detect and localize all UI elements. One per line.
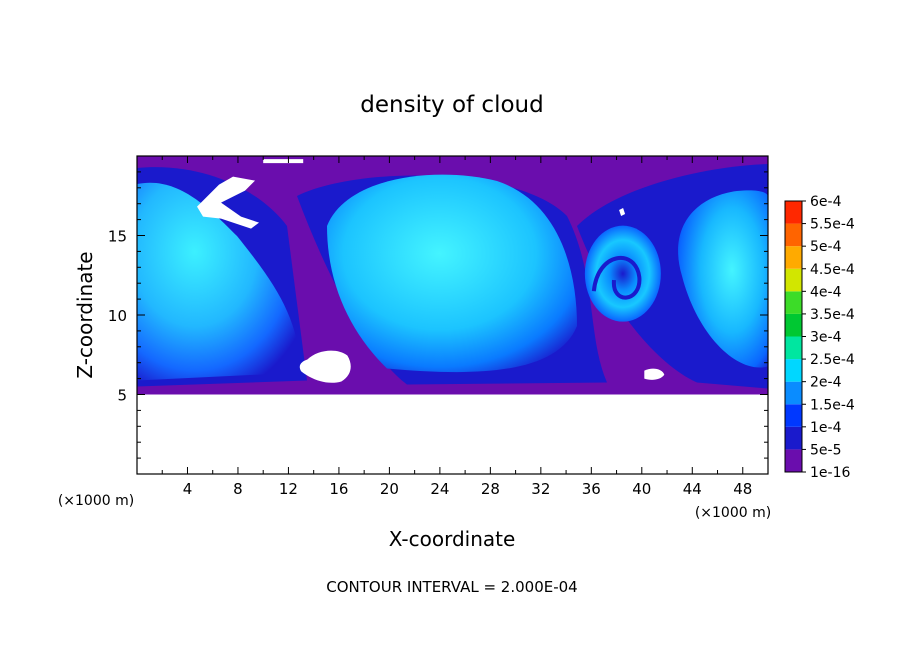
x-tick-label: 32	[531, 480, 550, 498]
clear-air-below-cloud-base	[137, 394, 768, 474]
y-tick-label: 5	[117, 387, 127, 405]
colorbar-label: 5.5e-4	[810, 217, 855, 233]
colorbar: 1e-16 5e-5 1e-4 1.5e-4 2e-4 2.5e-4 3e-4 3.5e-4 4…	[784, 194, 855, 481]
colorbar-swatch	[785, 449, 802, 472]
y-axis: 5 10 15	[108, 171, 768, 459]
colorbar-swatch	[785, 359, 802, 382]
vortex-core	[591, 255, 642, 300]
clear-air-patch	[619, 208, 626, 217]
colorbar-swatch	[785, 291, 802, 314]
clear-air-patch	[263, 159, 304, 164]
chart-title: density of cloud	[360, 92, 543, 118]
colorbar-label: 5e-5	[810, 442, 841, 458]
colorbar-swatch	[785, 313, 802, 337]
colorbar-swatch	[785, 246, 802, 269]
left-cloud-cell	[137, 182, 302, 381]
colorbar-label: 1.5e-4	[810, 397, 855, 413]
x-tick-label: 44	[683, 480, 702, 498]
x-tick-label: 16	[329, 480, 348, 498]
y-tick-label: 10	[108, 307, 127, 325]
x-axis-title: X-coordinate	[389, 527, 516, 551]
colorbar-swatch	[785, 268, 802, 292]
x-unit-label: (×1000 m)	[58, 493, 134, 509]
vortex-swirl	[584, 225, 661, 322]
center-cloud-cell	[327, 174, 577, 373]
colorbar-label: 2.5e-4	[810, 352, 855, 368]
colorbar-swatch	[785, 201, 802, 224]
clear-air-patch	[644, 368, 665, 380]
x-tick-label: 4	[183, 480, 193, 498]
y-tick-label: 15	[108, 228, 127, 246]
x-tick-label: 40	[632, 480, 651, 498]
x-tick-label: 24	[430, 480, 449, 498]
clear-air-patch	[299, 350, 351, 383]
colorbar-swatch	[785, 404, 802, 427]
colorbar-swatch	[785, 426, 802, 450]
contour-interval-note: CONTOUR INTERVAL = 2.000E-04	[326, 578, 577, 596]
colorbar-label: 5e-4	[810, 239, 842, 255]
x-axis: 4 8 12 16 20 24 28 32 36 40 44 48	[161, 156, 752, 498]
colorbar-swatch	[785, 223, 802, 247]
x-tick-label: 8	[233, 480, 243, 498]
cloud-density-field	[137, 156, 768, 474]
colorbar-label: 1e-16	[810, 465, 850, 481]
x-tick-label: 20	[380, 480, 399, 498]
x-tick-label: 28	[481, 480, 500, 498]
colorbar-label: 2e-4	[810, 375, 842, 391]
x-tick-label: 48	[733, 480, 752, 498]
clear-air-patch	[197, 176, 260, 229]
colorbar-swatch	[785, 336, 802, 360]
right-cloud-cell	[678, 190, 768, 368]
colorbar-label: 1e-4	[810, 420, 842, 436]
colorbar-swatch	[785, 381, 802, 405]
y-axis-title: Z-coordinate	[73, 251, 97, 378]
x-unit-label-right: (×1000 m)	[695, 505, 771, 521]
x-tick-label: 36	[582, 480, 601, 498]
colorbar-label: 6e-4	[810, 194, 842, 210]
colorbar-label: 4e-4	[810, 284, 842, 300]
colorbar-label: 4.5e-4	[810, 262, 855, 278]
colorbar-label: 3.5e-4	[810, 307, 855, 323]
colorbar-label: 3e-4	[810, 330, 842, 346]
x-tick-label: 12	[279, 480, 298, 498]
